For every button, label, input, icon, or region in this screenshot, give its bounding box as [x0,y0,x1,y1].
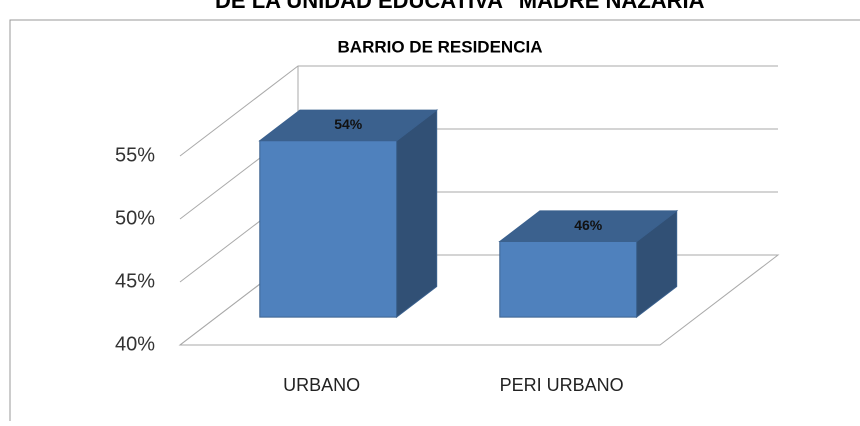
bar-side [396,109,438,319]
x-tick-label: PERI URBANO [500,375,624,395]
data-label: 46% [574,217,603,233]
chart-frame [9,19,860,426]
chart-title: BARRIO DE RESIDENCIA [338,37,543,56]
bar [258,109,439,319]
bar-front [259,140,398,318]
y-tick-label: 40% [115,333,155,355]
y-tick-label: 45% [115,270,155,292]
y-tick-label: 50% [115,207,155,229]
y-tick-label: 55% [115,144,155,166]
data-label: 54% [334,116,363,132]
bar [498,209,679,319]
page-title: DE LA UNIDAD EDUCATIVA "MADRE NAZARIA" [215,0,715,13]
x-tick-label: URBANO [283,375,360,395]
bar-front [499,241,638,318]
grid-line [179,65,778,157]
